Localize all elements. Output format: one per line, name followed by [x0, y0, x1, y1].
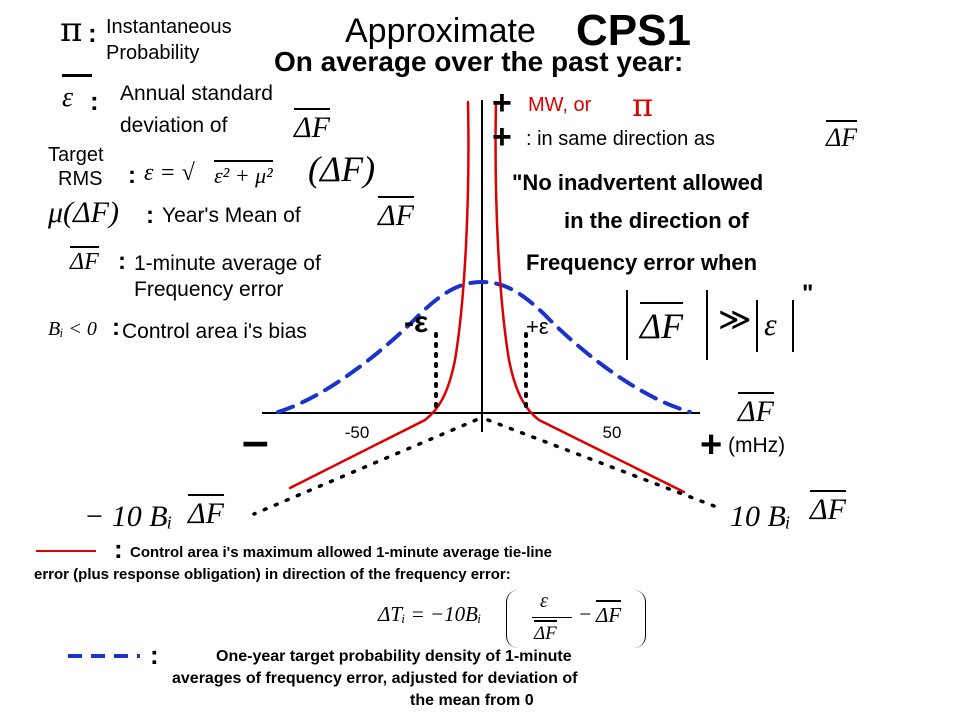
cond-bar2	[706, 290, 708, 360]
rms-formula-lhs: ε = √	[144, 160, 195, 186]
ylabel-right: 10 Bᵢ	[730, 500, 791, 533]
quote-close: "	[802, 280, 814, 307]
eps-colon: :	[90, 86, 99, 116]
avg-line2: Frequency error	[134, 278, 284, 301]
eps-line2: deviation of	[120, 114, 228, 137]
rms-formula-mu: (ΔF)	[308, 149, 376, 189]
asymptote-right-dotted	[486, 418, 716, 508]
xtick-pos50: 50	[603, 423, 622, 442]
cond-bar1	[626, 290, 628, 360]
cond-rel: ≫	[718, 300, 752, 338]
ylabel-right-dF: ΔF	[810, 490, 846, 527]
red-legend-colon: :	[114, 534, 123, 564]
quote-line2: in the direction of	[564, 208, 749, 233]
mu-colon: :	[146, 202, 154, 229]
title-main: CPS1	[576, 6, 691, 55]
blue-legend-colon: :	[150, 640, 159, 670]
blue-density-curve	[276, 279, 692, 414]
pi-symbol: π	[60, 10, 83, 50]
mu-text: Year's Mean of	[162, 204, 301, 227]
blue-legend-line1: One-year target probability density of 1…	[216, 648, 572, 665]
x-axis-unit: (mHz)	[728, 434, 786, 457]
target-line1: Target	[48, 144, 104, 166]
bias-symbol: Bᵢ < 0	[48, 318, 97, 340]
cond-eps: ε	[764, 306, 777, 342]
eps-symbol: ε	[62, 82, 74, 113]
target-line2: RMS	[58, 168, 103, 190]
plus-mw: +	[492, 84, 512, 122]
formula-paren	[506, 590, 646, 648]
formula-frac-den: ΔF	[534, 620, 557, 645]
pi-colon: :	[88, 18, 97, 48]
formula-minus: −	[578, 602, 593, 626]
formula-frac-bar	[532, 617, 572, 618]
cond-dF: ΔF	[640, 302, 684, 347]
eps-overbar	[62, 74, 92, 77]
avg-line1: 1-minute average of	[134, 252, 321, 275]
target-colon: :	[128, 162, 136, 189]
plus-same-dir: +	[492, 118, 512, 156]
eps-dF: ΔF	[294, 108, 330, 145]
formula-lhs: ΔTᵢ = −10Bᵢ	[378, 602, 482, 626]
pi-line1: Instantaneous	[106, 16, 232, 38]
x-axis-symbol: ΔF	[738, 392, 774, 429]
mw-text: MW, or	[528, 94, 592, 116]
avg-dF: ΔF	[70, 246, 99, 276]
ylabel-left-dF: ΔF	[188, 494, 224, 531]
mu-symbol: μ(ΔF)	[48, 196, 119, 229]
quote-line3: Frequency error when	[526, 250, 758, 275]
asymptote-left-dotted	[252, 418, 478, 516]
red-legend-line1: Control area i's maximum allowed 1-minut…	[130, 544, 553, 561]
mu-dF: ΔF	[378, 196, 414, 233]
xtick-neg50: -50	[345, 423, 370, 442]
avg-colon: :	[118, 248, 126, 275]
formula-last: ΔF	[596, 600, 622, 628]
ylabel-left: − 10 Bᵢ	[84, 500, 173, 533]
pos-eps-label: +ε	[526, 314, 549, 339]
neg-eps-label: -ε	[404, 306, 429, 339]
blue-legend-line2: averages of frequency error, adjusted fo…	[172, 670, 578, 687]
pi-line2: Probability	[106, 42, 200, 64]
mw-pi: π	[632, 86, 654, 124]
quote-line1: "No inadvertent allowed	[512, 170, 764, 195]
blue-legend-line3: the mean from 0	[410, 692, 534, 709]
rms-formula-body: ε² + μ²	[214, 160, 273, 189]
plus-label: +	[700, 424, 723, 466]
red-legend-swatch	[36, 550, 96, 552]
blue-legend-swatch	[68, 654, 140, 658]
cond-bar4	[792, 300, 794, 352]
red-legend-line2: error (plus response obligation) in dire…	[34, 566, 511, 583]
title-prefix: Approximate	[345, 12, 536, 50]
same-dir-dF: ΔF	[826, 120, 858, 153]
formula-frac-num: ε	[540, 590, 548, 612]
minus-label: –	[242, 415, 269, 468]
bias-text: Control area i's bias	[122, 320, 307, 343]
eps-line1: Annual standard	[120, 82, 273, 105]
cond-bar3	[756, 300, 758, 352]
bias-colon: :	[112, 314, 120, 341]
subtitle: On average over the past year:	[274, 46, 684, 77]
same-dir-text: : in same direction as	[526, 128, 715, 150]
